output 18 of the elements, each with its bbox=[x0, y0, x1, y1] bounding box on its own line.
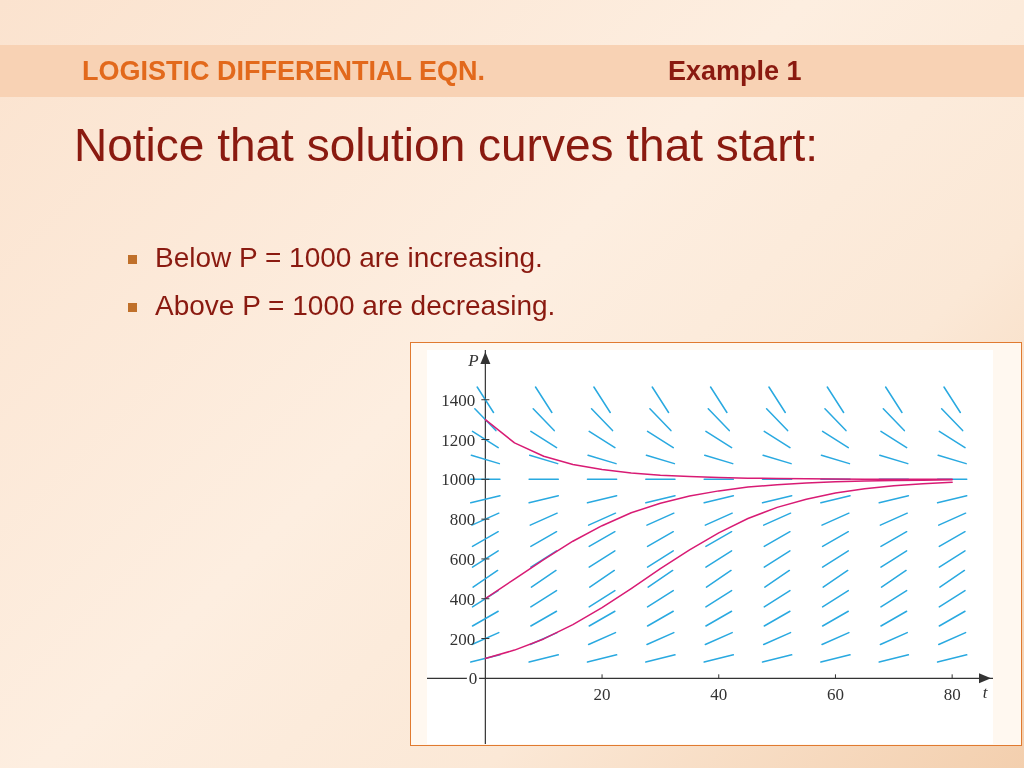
x-tick-label: 40 bbox=[710, 685, 728, 705]
x-tick-label: 60 bbox=[826, 685, 844, 705]
y-tick-label: 600 bbox=[449, 549, 476, 569]
text: Above P = 1000 are decreasing. bbox=[154, 290, 556, 322]
y-tick-label: 200 bbox=[449, 629, 476, 649]
y-axis-title: P bbox=[467, 351, 479, 370]
text: Below P = 1000 are increasing. bbox=[154, 242, 543, 274]
chart-subtitle: Example 1 bbox=[668, 56, 802, 87]
y-tick-label: 1400 bbox=[441, 390, 476, 410]
y-tick-label: 800 bbox=[449, 510, 476, 530]
x-tick-label: 80 bbox=[943, 685, 961, 705]
y-tick-label: 1200 bbox=[441, 430, 476, 450]
text: Notice that solution curves that start: bbox=[74, 118, 819, 172]
chart-title: LOGISTIC DIFFERENTIAL EQN. bbox=[82, 56, 486, 87]
y-tick-label: 1000 bbox=[441, 470, 476, 490]
y-tick-label: 400 bbox=[449, 589, 476, 609]
x-axis-title: t bbox=[982, 683, 989, 703]
x-tick-label: 20 bbox=[593, 685, 611, 705]
